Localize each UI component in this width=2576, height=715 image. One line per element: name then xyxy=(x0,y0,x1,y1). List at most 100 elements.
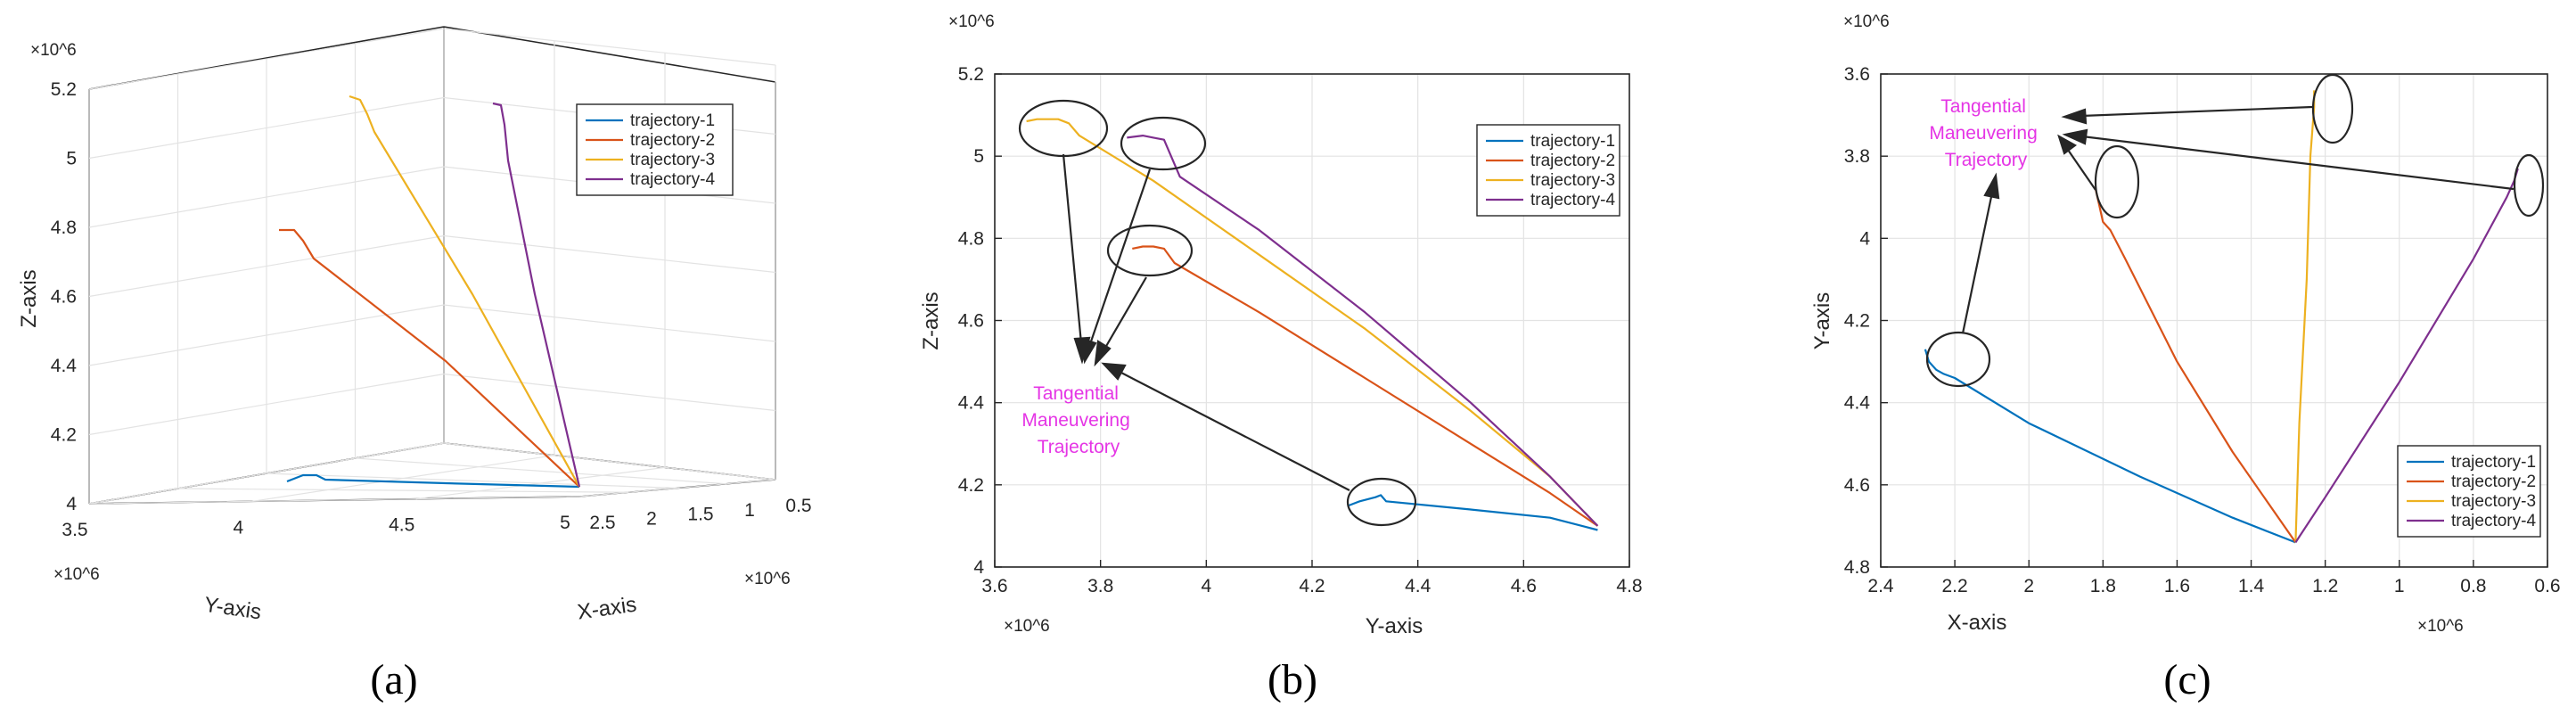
ticks-a: 4 4.2 4.4 4.6 4.8 5 5.2 3.5 4 4.5 5 0.5 1 1.5 2 2.5 xyxy=(51,79,812,540)
z-axis-label-a: Z-axis xyxy=(17,269,41,327)
annotation-b: Tangential Maneuvering Trajectory xyxy=(1021,383,1135,457)
grid-line xyxy=(88,28,776,90)
series-line-trajectory-3 xyxy=(2294,90,2316,543)
arrow xyxy=(2067,149,2096,191)
arrows-c xyxy=(1961,105,2514,334)
arrow-head xyxy=(2061,108,2088,125)
y-tick-label: 3.6 xyxy=(1844,64,1870,85)
annotation-c: Tangential Maneuvering Trajectory xyxy=(1929,96,2042,170)
arrow xyxy=(1088,168,1152,345)
y-tick-label: 4.2 xyxy=(1844,311,1870,332)
highlight-circle xyxy=(2094,144,2140,219)
y-axis-label-c: Y-axis xyxy=(1810,292,1834,349)
legend-entry: trajectory-4 xyxy=(630,170,715,189)
y-tick-label: 5.2 xyxy=(958,64,984,85)
y-tick-label: 3.5 xyxy=(62,520,87,540)
x-tick-label: 1.4 xyxy=(2238,576,2265,596)
grid-line xyxy=(176,74,629,493)
annotation-line: Tangential xyxy=(1940,96,2026,117)
arrow xyxy=(1062,153,1083,344)
x-exponent-a: ×10^6 xyxy=(744,570,791,588)
series-line-trajectory-4 xyxy=(492,102,581,488)
ticks-b: 3.6 3.8 4 4.2 4.4 4.6 4.8 4 4.2 4.4 4.6 4.8 5 5.2 xyxy=(958,64,1643,596)
y-exponent-b: ×10^6 xyxy=(948,12,995,31)
highlight-circle xyxy=(1018,99,1109,158)
z-tick-label: 4.4 xyxy=(51,356,78,376)
panel-b: 3.6 3.8 4 4.2 4.4 4.6 4.8 4 4.2 4.4 4.6 4.8 5 5.2 ×10… xyxy=(919,12,1643,703)
legend-entry: trajectory-4 xyxy=(1530,191,1615,210)
grid-line xyxy=(88,234,776,298)
y-tick-label: 4 xyxy=(973,557,984,578)
x-tick-label: 3.6 xyxy=(981,576,1007,596)
z-tick-label: 4.2 xyxy=(51,425,77,446)
legend-c: trajectory-1trajectory-2trajectory-3traj… xyxy=(2397,445,2541,538)
legend-entry: trajectory-2 xyxy=(2451,473,2536,491)
grid-line xyxy=(88,373,776,436)
x-tick-label: 2.4 xyxy=(1867,576,1894,596)
z-tick-label: 5.2 xyxy=(51,79,77,100)
x-tick-label: 4.8 xyxy=(1616,576,1642,596)
series-line-trajectory-2 xyxy=(1132,245,1599,527)
legend-entry: trajectory-3 xyxy=(630,151,715,169)
highlight-circle xyxy=(2513,153,2545,218)
y-tick-label: 4.6 xyxy=(958,311,984,332)
highlight-circle xyxy=(1106,224,1194,277)
legend-b: trajectory-1trajectory-2trajectory-3traj… xyxy=(1476,124,1620,217)
legend-entry: trajectory-1 xyxy=(2451,453,2536,472)
x-tick-label: 1.6 xyxy=(2164,576,2190,596)
series-line-trajectory-4 xyxy=(1127,135,1599,527)
x-tick-label: 1.8 xyxy=(2090,576,2116,596)
y-tick-label: 4.4 xyxy=(958,393,985,414)
x-tick-label: 1 xyxy=(2394,576,2405,596)
series-line-trajectory-3 xyxy=(1026,118,1599,527)
panel-a: 4 4.2 4.4 4.6 4.8 5 5.2 3.5 4 4.5 5 0.5 1 1.5 2 2.5 ×10… xyxy=(17,26,812,703)
arrow xyxy=(1961,192,1994,334)
grid-a xyxy=(88,28,776,505)
x-tick-label: 0.6 xyxy=(2534,576,2560,596)
y-tick-label: 4 xyxy=(1859,228,1870,249)
y-tick-label: 4.4 xyxy=(1844,393,1871,414)
legend-entry: trajectory-2 xyxy=(1530,152,1615,170)
highlight-circle xyxy=(1925,331,1991,388)
x-tick-label: 4.6 xyxy=(1511,576,1537,596)
z-tick-label: 4.8 xyxy=(51,218,77,238)
highlight-circle xyxy=(2311,73,2354,144)
highlight-circle xyxy=(1120,116,1207,171)
y-tick-label: 4.8 xyxy=(958,228,984,249)
arrow xyxy=(1104,276,1147,349)
legend-entry: trajectory-1 xyxy=(1530,132,1615,151)
z-tick-label: 4 xyxy=(66,494,77,514)
y-axis-label-b: Z-axis xyxy=(919,292,943,349)
highlight-circle xyxy=(1346,477,1417,527)
series-line-trajectory-1 xyxy=(1349,494,1598,531)
x-tick-label: 0.8 xyxy=(2460,576,2486,596)
x-tick-label: 4.4 xyxy=(1405,576,1432,596)
panel-label-a: (a) xyxy=(370,656,417,703)
arrow-head xyxy=(1983,172,2000,200)
x-tick-label: 1 xyxy=(744,500,755,521)
grid-line xyxy=(354,44,727,485)
legend-entry: trajectory-1 xyxy=(630,111,715,130)
x-tick-label: 2 xyxy=(2023,576,2034,596)
x-axis-label-b: Y-axis xyxy=(1366,614,1423,638)
panel-c: 2.4 2.2 2 1.8 1.6 1.4 1.2 1 0.8 0.6 3.6 3.8 4 4.2 4.4 4… xyxy=(1810,12,2561,703)
ticks-c: 2.4 2.2 2 1.8 1.6 1.4 1.2 1 0.8 0.6 3.6 3.8 4 4.2 4.4 4… xyxy=(1844,64,2561,596)
legend-entry: trajectory-2 xyxy=(630,131,715,150)
series-line-trajectory-1 xyxy=(286,473,580,489)
y-exponent-a: ×10^6 xyxy=(53,565,100,584)
y-tick-label: 5 xyxy=(560,513,570,533)
y-axis-label-a: Y-axis xyxy=(202,593,263,625)
x-axis-label-a: X-axis xyxy=(576,593,638,625)
grid-line xyxy=(88,304,776,366)
legend-a: trajectory-1trajectory-2trajectory-3traj… xyxy=(576,103,734,196)
x-tick-label: 3.8 xyxy=(1087,576,1113,596)
axes-box-a xyxy=(88,26,776,505)
x-tick-label: 2.5 xyxy=(589,513,615,533)
highlight-circles-c xyxy=(1925,73,2545,388)
grid-line xyxy=(88,89,580,505)
annotation-line: Trajectory xyxy=(1945,150,2028,170)
x-tick-label: 4 xyxy=(1201,576,1211,596)
y-tick-label: 4.8 xyxy=(1844,557,1870,578)
annotation-line: Maneuvering xyxy=(1929,123,2037,144)
